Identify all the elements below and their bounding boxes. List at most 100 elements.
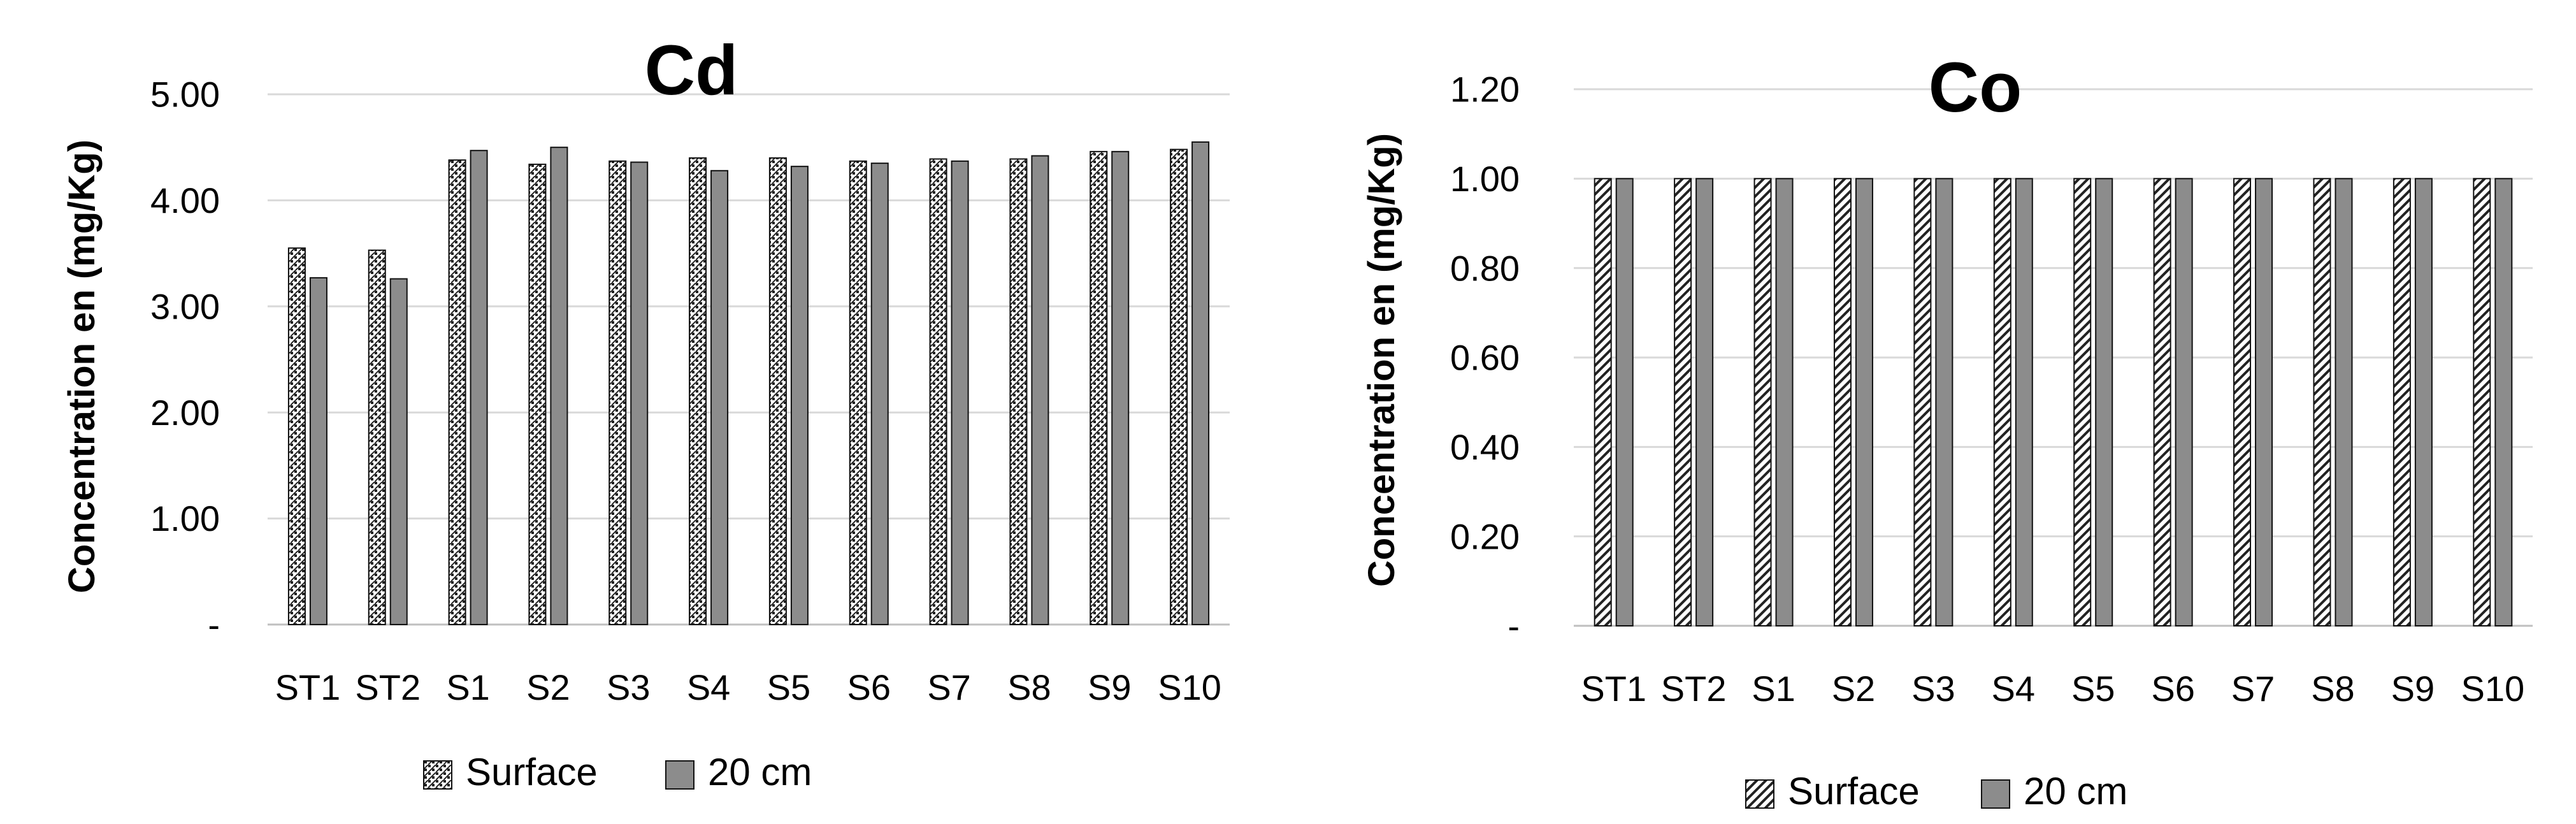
bar-surface-s7 — [929, 158, 947, 625]
bar-surface-s2 — [528, 163, 547, 626]
bar-20cm-st2 — [389, 278, 408, 625]
x-tick-label: S9 — [2391, 669, 2435, 709]
y-tick-label: 1.20 — [1450, 69, 1520, 110]
bar-20cm-s2 — [550, 147, 568, 625]
bar-20cm-s4 — [710, 170, 729, 626]
bar-surface-st2 — [1674, 178, 1692, 627]
legend-swatch-20cm — [1981, 779, 2010, 809]
cd-chart: - 1.00 2.00 3.00 4.00 5.00 ST1 ST2 S1 S2 S3 S4 S5 S6 S… — [0, 0, 1274, 824]
y-tick-label: - — [1507, 606, 1520, 646]
bar-20cm-s4 — [2015, 178, 2033, 627]
y-tick-label: 2.00 — [150, 393, 220, 433]
x-tick-label: S2 — [1832, 669, 1876, 709]
y-tick-label: - — [208, 605, 220, 645]
x-tick-label: S5 — [2071, 669, 2115, 709]
x-tick-label: S7 — [927, 667, 971, 707]
bar-20cm-s5 — [790, 166, 809, 626]
bar-20cm-s3 — [1935, 178, 1954, 627]
bar-surface-s9 — [1090, 150, 1108, 625]
bar-surface-s10 — [1170, 148, 1188, 625]
bar-surface-s7 — [2233, 178, 2252, 627]
legend-swatch-20cm — [665, 760, 694, 790]
y-tick-label: 0.20 — [1450, 516, 1520, 556]
legend-label-surface: Surface — [466, 751, 598, 793]
legend-label-20cm: 20 cm — [2024, 770, 2127, 813]
bar-surface-s3 — [608, 160, 627, 626]
x-tick-label: S8 — [2311, 669, 2355, 709]
bar-surface-s1 — [448, 159, 466, 625]
bar-surface-s6 — [849, 160, 867, 626]
bar-20cm-s1 — [1775, 178, 1794, 627]
x-tick-label: S3 — [607, 667, 651, 707]
bar-surface-s5 — [768, 157, 787, 625]
bar-surface-s10 — [2473, 178, 2491, 627]
bar-20cm-st1 — [309, 277, 327, 625]
legend-label-surface: Surface — [1788, 770, 1920, 813]
bar-surface-st1 — [1594, 178, 1612, 627]
x-tick-label: ST1 — [275, 667, 341, 707]
bar-surface-s3 — [1913, 178, 1932, 627]
bar-surface-st1 — [287, 247, 306, 625]
bar-surface-s4 — [1993, 178, 2011, 627]
bar-surface-s1 — [1753, 178, 1772, 627]
chart-title: Cd — [645, 31, 738, 110]
x-tick-label: S1 — [1752, 669, 1795, 709]
bar-20cm-st2 — [1695, 178, 1714, 627]
x-tick-label: S3 — [1911, 669, 1955, 709]
bar-20cm-s1 — [470, 150, 488, 625]
y-tick-label: 4.00 — [150, 180, 220, 220]
bar-surface-st2 — [368, 249, 386, 626]
bar-20cm-s10 — [2494, 178, 2513, 627]
bar-20cm-s5 — [2095, 178, 2113, 627]
co-chart: - 0.20 0.40 0.60 0.80 1.00 1.20 ST1 ST2 S1 S2 S3 S4 S… — [1319, 0, 2576, 824]
cd-chart-svg: - 1.00 2.00 3.00 4.00 5.00 ST1 ST2 S1 S2 S3 S4 S5 S6 S… — [61, 31, 1230, 793]
bar-20cm-s3 — [630, 161, 649, 626]
co-chart-svg: - 0.20 0.40 0.60 0.80 1.00 1.20 ST1 ST2 S1 S2 S3 S4 S… — [1361, 48, 2533, 813]
x-tick-label: ST2 — [355, 667, 421, 707]
x-tick-label: S5 — [767, 667, 811, 707]
x-tick-label: S9 — [1088, 667, 1132, 707]
legend-label-20cm: 20 cm — [708, 751, 812, 793]
bar-20cm-s7 — [2255, 178, 2273, 627]
bar-20cm-s7 — [951, 160, 969, 626]
bar-20cm-s9 — [2414, 178, 2433, 627]
bar-20cm-s9 — [1111, 150, 1130, 625]
legend-swatch-surface — [423, 760, 452, 790]
x-tick-label: S10 — [2461, 669, 2524, 709]
y-axis-label: Concentration en (mg/Kg) — [61, 140, 103, 593]
x-tick-label: S2 — [526, 667, 570, 707]
bar-surface-s8 — [2313, 178, 2331, 627]
bar-20cm-s8 — [2335, 178, 2353, 627]
y-tick-label: 0.60 — [1450, 338, 1520, 378]
x-tick-label: ST1 — [1581, 669, 1646, 709]
bar-surface-s9 — [2393, 178, 2411, 627]
bar-surface-s6 — [2153, 178, 2171, 627]
legend-swatch-surface — [1745, 779, 1774, 809]
x-tick-label: S6 — [2151, 669, 2195, 709]
y-axis-label: Concentration en (mg/Kg) — [1361, 133, 1402, 587]
x-tick-label: ST2 — [1661, 669, 1727, 709]
bar-surface-s5 — [2073, 178, 2092, 627]
bar-20cm-s6 — [870, 163, 889, 626]
bar-surface-s2 — [1833, 178, 1852, 627]
x-tick-label: S4 — [687, 667, 731, 707]
bar-20cm-s10 — [1191, 141, 1210, 625]
y-tick-label: 5.00 — [150, 75, 220, 115]
y-tick-label: 1.00 — [150, 498, 220, 538]
x-tick-label: S4 — [1992, 669, 2036, 709]
bar-surface-s4 — [689, 157, 707, 625]
x-tick-label: S6 — [847, 667, 891, 707]
x-tick-label: S10 — [1158, 667, 1221, 707]
x-tick-label: S1 — [446, 667, 490, 707]
y-tick-label: 3.00 — [150, 286, 220, 326]
chart-title: Co — [1929, 48, 2022, 127]
bar-surface-s8 — [1009, 158, 1028, 625]
bar-20cm-s8 — [1031, 155, 1049, 625]
bar-20cm-s6 — [2175, 178, 2193, 627]
bar-20cm-s2 — [1855, 178, 1873, 627]
bar-20cm-st1 — [1615, 178, 1634, 627]
x-tick-label: S8 — [1007, 667, 1051, 707]
y-tick-label: 0.80 — [1450, 248, 1520, 288]
y-tick-label: 0.40 — [1450, 427, 1520, 467]
x-tick-label: S7 — [2231, 669, 2275, 709]
